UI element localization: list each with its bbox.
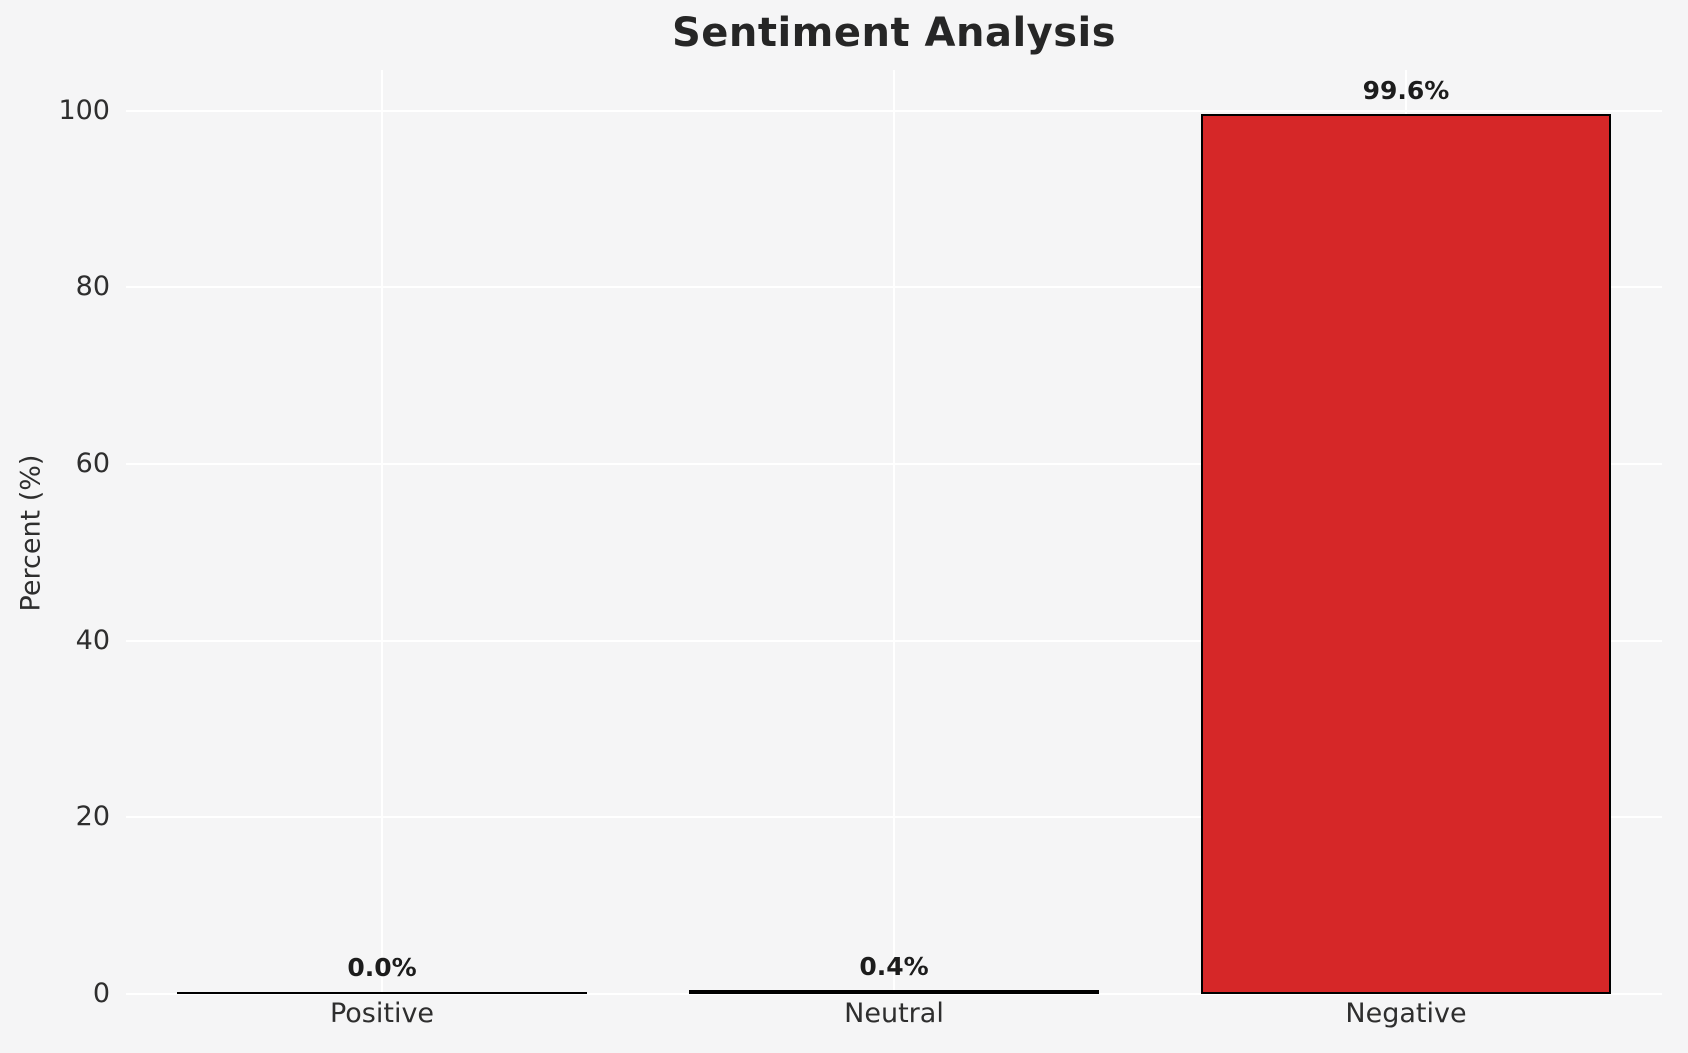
bar-value-label-positive: 0.0% bbox=[347, 952, 417, 982]
y-tick-label-60: 60 bbox=[75, 447, 110, 479]
x-tick-label-positive: Positive bbox=[329, 998, 435, 1029]
y-tick-label-80: 80 bbox=[75, 271, 110, 303]
bar-value-label-neutral: 0.4% bbox=[859, 952, 929, 982]
bar-negative bbox=[1201, 114, 1611, 994]
bar-positive bbox=[177, 992, 587, 994]
x-tick-label-neutral: Neutral bbox=[844, 998, 944, 1029]
y-tick-label-100: 100 bbox=[58, 94, 110, 126]
h-gridline-0 bbox=[126, 993, 1662, 995]
v-gridline-positive bbox=[381, 70, 383, 994]
plot-area: 0.0% 0.4% 99.6% bbox=[126, 70, 1662, 995]
y-tick-label-0: 0 bbox=[92, 978, 110, 1009]
chart-title: Sentiment Analysis bbox=[671, 10, 1117, 56]
y-tick-label-40: 40 bbox=[75, 624, 110, 656]
x-tick-label-negative: Negative bbox=[1345, 998, 1467, 1029]
v-gridline-neutral bbox=[893, 70, 895, 994]
bar-neutral bbox=[689, 990, 1099, 994]
bar-value-label-negative: 99.6% bbox=[1362, 76, 1450, 106]
y-tick-label-20: 20 bbox=[75, 801, 110, 833]
